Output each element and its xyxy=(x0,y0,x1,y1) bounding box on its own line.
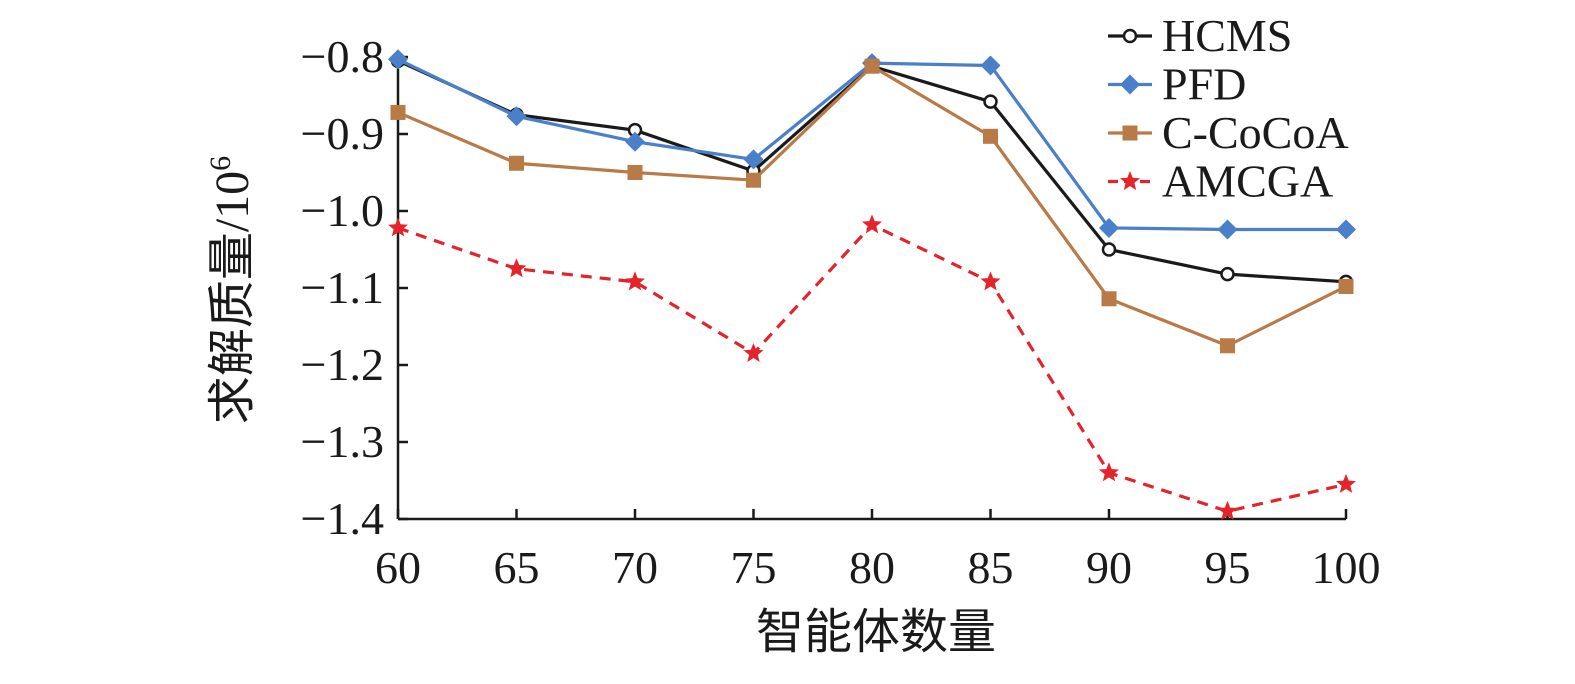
data-point-amcga xyxy=(625,271,645,291)
data-point-pfd xyxy=(980,55,1001,76)
legend-label-hcms: HCMS xyxy=(1162,10,1292,61)
data-point-c-cocoa xyxy=(1101,291,1117,307)
legend-label-pfd: PFD xyxy=(1162,59,1246,110)
x-tick-label: 95 xyxy=(1205,542,1251,593)
data-point-pfd xyxy=(506,106,527,127)
data-point-hcms xyxy=(1220,266,1235,282)
y-tick-label: −1.2 xyxy=(301,339,384,390)
data-point-pfd xyxy=(1099,217,1119,238)
y-tick-label: −0.9 xyxy=(301,108,384,159)
data-point-c-cocoa xyxy=(1338,278,1354,294)
axes: −0.8 −0.9 −1.0 −1.1 −1.2 −1.3 −1.460 65 70 75 80 85… xyxy=(301,31,1381,593)
legend-item-amcga: AMCGA xyxy=(1108,156,1333,207)
data-point-amcga xyxy=(862,214,882,234)
data-point-hcms xyxy=(983,94,998,109)
y-tick-label: −1.1 xyxy=(301,262,384,313)
x-tick-label: 100 xyxy=(1312,542,1381,593)
x-tick-label: 90 xyxy=(1086,542,1132,593)
data-point-hcms xyxy=(1101,242,1117,257)
x-tick-label: 75 xyxy=(731,542,777,593)
y-tick-label: −1.3 xyxy=(301,416,384,467)
data-point-amcga xyxy=(1336,473,1356,493)
y-tick-label: −0.8 xyxy=(301,31,384,82)
legend-marker-amcga xyxy=(1120,171,1140,190)
series-lines xyxy=(388,49,1356,520)
data-point-amcga xyxy=(1217,500,1238,520)
data-point-c-cocoa xyxy=(1220,338,1235,354)
data-point-pfd xyxy=(1336,219,1356,240)
x-tick-label: 80 xyxy=(849,542,895,593)
y-tick-label: −1.0 xyxy=(301,185,384,236)
legend-item-c-cocoa: C-CoCoA xyxy=(1108,107,1349,158)
data-point-amcga xyxy=(388,217,408,237)
data-point-pfd xyxy=(388,49,408,70)
data-point-pfd xyxy=(743,149,764,170)
data-point-amcga xyxy=(506,258,527,278)
y-axis-title-exponent: 6 xyxy=(204,156,237,171)
legend-marker-pfd xyxy=(1120,74,1140,95)
series-c-cocoa xyxy=(390,58,1354,354)
legend-label-amcga: AMCGA xyxy=(1162,156,1333,207)
x-tick-label: 65 xyxy=(494,542,540,593)
x-tick-label: 85 xyxy=(968,542,1014,593)
data-point-c-cocoa xyxy=(509,155,524,171)
x-tick-label: 70 xyxy=(612,542,658,593)
legend-item-hcms: HCMS xyxy=(1108,10,1292,61)
data-point-c-cocoa xyxy=(864,58,880,74)
data-point-c-cocoa xyxy=(746,172,761,188)
data-point-c-cocoa xyxy=(390,104,406,120)
series-amcga xyxy=(388,214,1356,520)
data-point-c-cocoa xyxy=(983,128,998,144)
y-axis-title-text: 求解质量/10 xyxy=(206,171,259,424)
data-point-c-cocoa xyxy=(627,165,643,180)
legend-marker-c-cocoa xyxy=(1122,125,1138,141)
legend-marker-hcms xyxy=(1122,28,1138,44)
data-point-pfd xyxy=(625,131,645,152)
legend-item-pfd: PFD xyxy=(1108,59,1246,110)
x-axis-title: 智能体数量 xyxy=(756,606,996,659)
y-axis-title: 求解质量/106 xyxy=(204,156,259,424)
x-tick-label: 60 xyxy=(375,542,421,593)
data-point-amcga xyxy=(980,271,1001,291)
data-point-amcga xyxy=(1099,462,1119,482)
legend-label-c-cocoa: C-CoCoA xyxy=(1162,107,1349,158)
y-tick-label: −1.4 xyxy=(301,493,384,544)
data-point-pfd xyxy=(1217,219,1238,240)
data-point-amcga xyxy=(743,342,764,362)
